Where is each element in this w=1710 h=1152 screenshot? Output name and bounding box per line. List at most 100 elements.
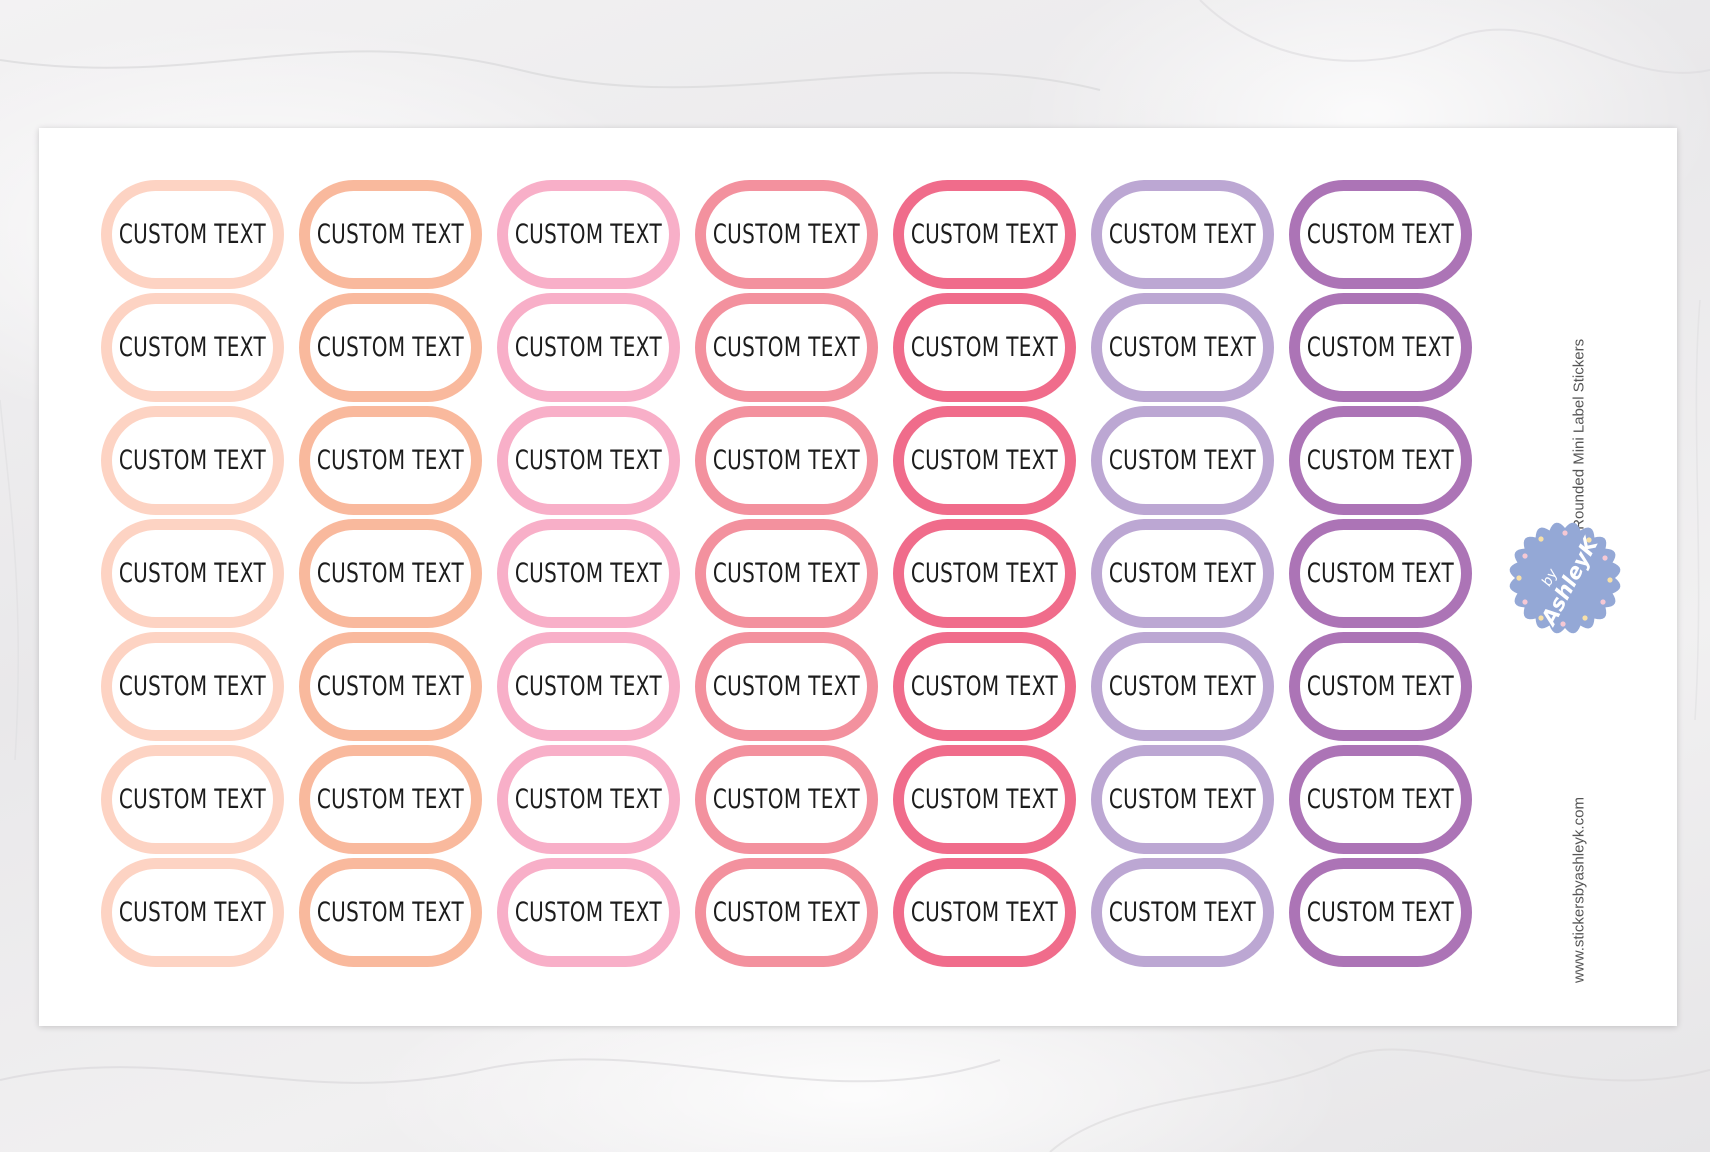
label-sticker-text: CUSTOM TEXT — [1108, 445, 1257, 476]
label-sticker: CUSTOM TEXT — [101, 180, 284, 289]
label-sticker: CUSTOM TEXT — [1091, 180, 1274, 289]
label-sticker: CUSTOM TEXT — [1289, 293, 1472, 402]
label-sticker: CUSTOM TEXT — [1289, 632, 1472, 741]
label-sticker-text: CUSTOM TEXT — [514, 219, 663, 250]
label-sticker: CUSTOM TEXT — [1091, 632, 1274, 741]
label-sticker-text: CUSTOM TEXT — [514, 784, 663, 815]
ashleyk-logo: by AshleyK — [1509, 522, 1621, 634]
label-sticker-text: CUSTOM TEXT — [910, 558, 1059, 589]
label-sticker: CUSTOM TEXT — [695, 406, 878, 515]
label-sticker-text: CUSTOM TEXT — [316, 558, 465, 589]
label-sticker-text: CUSTOM TEXT — [316, 897, 465, 928]
label-sticker-text: CUSTOM TEXT — [118, 671, 267, 702]
label-sticker-text: CUSTOM TEXT — [118, 558, 267, 589]
label-sticker-text: CUSTOM TEXT — [910, 219, 1059, 250]
label-sticker: CUSTOM TEXT — [1289, 519, 1472, 628]
label-sticker-text: CUSTOM TEXT — [1306, 332, 1455, 363]
label-sticker: CUSTOM TEXT — [101, 519, 284, 628]
label-sticker: CUSTOM TEXT — [1289, 180, 1472, 289]
label-sticker-text: CUSTOM TEXT — [910, 897, 1059, 928]
label-sticker: CUSTOM TEXT — [299, 180, 482, 289]
label-sticker-text: CUSTOM TEXT — [118, 445, 267, 476]
sheet-url: www.stickersbyashleyk.com — [1570, 797, 1588, 983]
label-sticker: CUSTOM TEXT — [1091, 745, 1274, 854]
label-sticker-text: CUSTOM TEXT — [910, 445, 1059, 476]
label-sticker-text: CUSTOM TEXT — [514, 671, 663, 702]
label-sticker-text: CUSTOM TEXT — [910, 784, 1059, 815]
label-sticker: CUSTOM TEXT — [893, 406, 1076, 515]
label-sticker: CUSTOM TEXT — [695, 293, 878, 402]
label-sticker-text: CUSTOM TEXT — [712, 897, 861, 928]
label-sticker-text: CUSTOM TEXT — [1306, 445, 1455, 476]
label-sticker: CUSTOM TEXT — [299, 406, 482, 515]
label-sticker-text: CUSTOM TEXT — [712, 445, 861, 476]
label-sticker-text: CUSTOM TEXT — [910, 671, 1059, 702]
label-sticker: CUSTOM TEXT — [101, 632, 284, 741]
label-sticker: CUSTOM TEXT — [497, 180, 680, 289]
label-sticker: CUSTOM TEXT — [101, 406, 284, 515]
label-sticker-text: CUSTOM TEXT — [316, 784, 465, 815]
label-sticker: CUSTOM TEXT — [1091, 293, 1274, 402]
logo-badge — [1509, 522, 1621, 634]
label-sticker-text: CUSTOM TEXT — [118, 219, 267, 250]
label-sticker: CUSTOM TEXT — [1091, 519, 1274, 628]
label-sticker: CUSTOM TEXT — [497, 858, 680, 967]
label-sticker: CUSTOM TEXT — [893, 632, 1076, 741]
label-sticker: CUSTOM TEXT — [1091, 858, 1274, 967]
label-sticker-text: CUSTOM TEXT — [1108, 558, 1257, 589]
label-sticker: CUSTOM TEXT — [695, 632, 878, 741]
label-sticker-text: CUSTOM TEXT — [316, 332, 465, 363]
label-sticker: CUSTOM TEXT — [299, 519, 482, 628]
logo-hearts — [1516, 530, 1613, 627]
label-sticker-text: CUSTOM TEXT — [712, 219, 861, 250]
label-sticker: CUSTOM TEXT — [1289, 406, 1472, 515]
label-sticker: CUSTOM TEXT — [695, 858, 878, 967]
label-sticker-text: CUSTOM TEXT — [712, 558, 861, 589]
label-sticker: CUSTOM TEXT — [299, 745, 482, 854]
label-sticker-text: CUSTOM TEXT — [712, 671, 861, 702]
label-sticker: CUSTOM TEXT — [497, 519, 680, 628]
label-sticker-text: CUSTOM TEXT — [1108, 219, 1257, 250]
label-sticker: CUSTOM TEXT — [893, 858, 1076, 967]
label-sticker: CUSTOM TEXT — [497, 632, 680, 741]
label-sticker-text: CUSTOM TEXT — [1306, 671, 1455, 702]
label-sticker: CUSTOM TEXT — [299, 858, 482, 967]
label-sticker: CUSTOM TEXT — [695, 745, 878, 854]
label-sticker-text: CUSTOM TEXT — [712, 332, 861, 363]
label-sticker-text: CUSTOM TEXT — [1108, 332, 1257, 363]
label-sticker-text: CUSTOM TEXT — [1306, 558, 1455, 589]
label-sticker: CUSTOM TEXT — [101, 745, 284, 854]
label-sticker: CUSTOM TEXT — [1091, 406, 1274, 515]
label-sticker: CUSTOM TEXT — [497, 745, 680, 854]
label-sticker-text: CUSTOM TEXT — [712, 784, 861, 815]
label-sticker-text: CUSTOM TEXT — [1306, 897, 1455, 928]
sticker-sheet: CUSTOM TEXT CUSTOM TEXT CUSTOM TEXT CUSTOM … — [39, 128, 1677, 1026]
label-sticker: CUSTOM TEXT — [101, 858, 284, 967]
label-sticker-text: CUSTOM TEXT — [514, 897, 663, 928]
label-sticker-text: CUSTOM TEXT — [118, 784, 267, 815]
label-sticker: CUSTOM TEXT — [893, 293, 1076, 402]
label-sticker: CUSTOM TEXT — [695, 180, 878, 289]
label-sticker-text: CUSTOM TEXT — [316, 445, 465, 476]
label-sticker-text: CUSTOM TEXT — [118, 332, 267, 363]
label-sticker-text: CUSTOM TEXT — [1306, 784, 1455, 815]
label-sticker: CUSTOM TEXT — [497, 293, 680, 402]
logo-by: by — [1539, 566, 1562, 589]
label-sticker-text: CUSTOM TEXT — [1108, 784, 1257, 815]
label-sticker: CUSTOM TEXT — [299, 632, 482, 741]
label-sticker: CUSTOM TEXT — [695, 519, 878, 628]
label-sticker-text: CUSTOM TEXT — [1108, 897, 1257, 928]
label-sticker-text: CUSTOM TEXT — [118, 897, 267, 928]
label-sticker-text: CUSTOM TEXT — [316, 219, 465, 250]
label-sticker-text: CUSTOM TEXT — [514, 332, 663, 363]
label-sticker-text: CUSTOM TEXT — [1306, 219, 1455, 250]
label-sticker: CUSTOM TEXT — [893, 180, 1076, 289]
label-sticker-text: CUSTOM TEXT — [910, 332, 1059, 363]
label-sticker: CUSTOM TEXT — [1289, 745, 1472, 854]
label-sticker-text: CUSTOM TEXT — [1108, 671, 1257, 702]
label-grid: CUSTOM TEXT CUSTOM TEXT CUSTOM TEXT CUSTOM … — [101, 180, 1472, 971]
label-sticker: CUSTOM TEXT — [1289, 858, 1472, 967]
label-sticker: CUSTOM TEXT — [497, 406, 680, 515]
label-sticker: CUSTOM TEXT — [101, 293, 284, 402]
